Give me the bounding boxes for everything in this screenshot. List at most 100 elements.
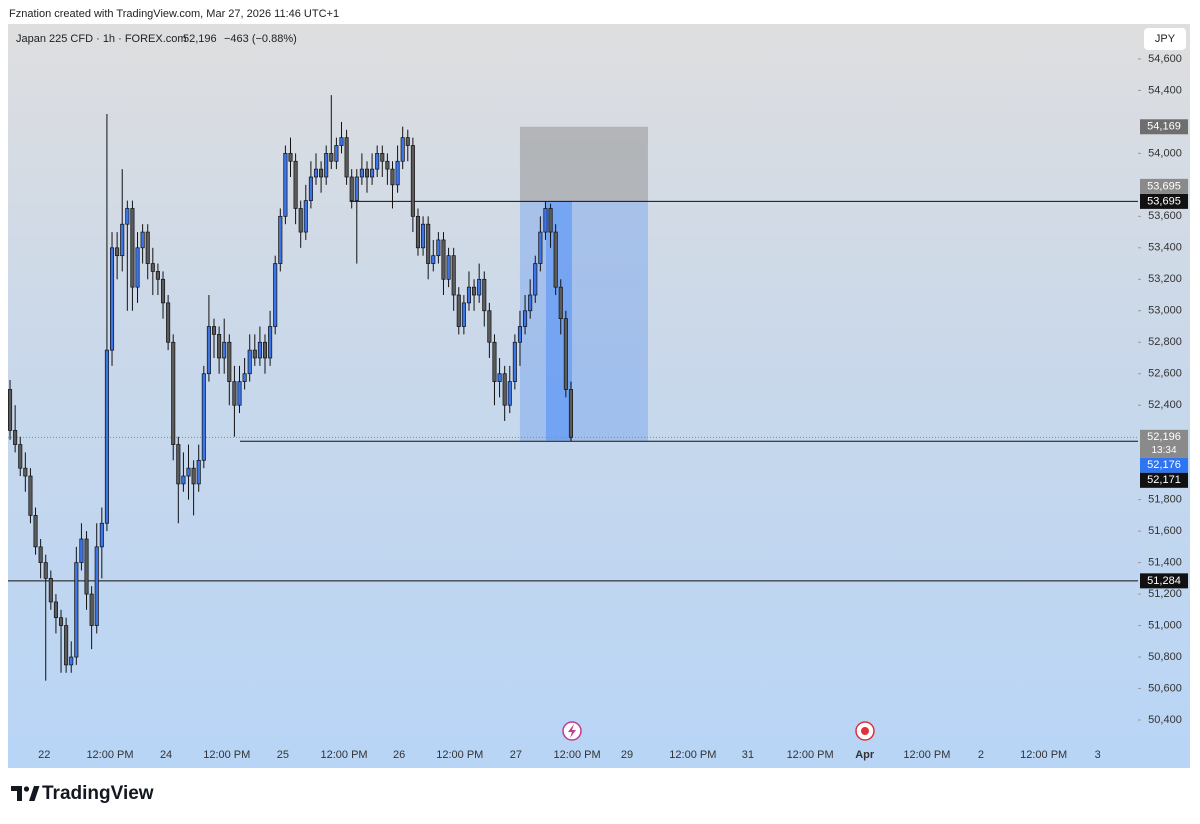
candle-body	[242, 373, 247, 382]
x-tick-label: 25	[277, 749, 289, 761]
candle-body	[395, 160, 400, 186]
candle-body	[130, 208, 135, 288]
candle-body	[308, 176, 313, 201]
currency[interactable]: JPY	[1155, 33, 1176, 45]
price-label: 54,169	[1147, 121, 1181, 133]
candle-body	[446, 255, 451, 280]
event-icon[interactable]	[855, 721, 875, 741]
candle-body	[456, 294, 461, 327]
candle-body	[334, 145, 339, 162]
candle-body	[28, 475, 33, 516]
candle-body	[288, 153, 293, 162]
candle-body	[421, 223, 426, 249]
candle-body	[319, 168, 324, 178]
candle-body	[466, 286, 472, 304]
candle-body	[38, 546, 43, 563]
y-tick-label: 50,800	[1148, 651, 1182, 663]
candle-body	[477, 278, 482, 296]
candle-body	[370, 168, 375, 178]
candle-body	[405, 137, 410, 146]
candle-body	[53, 601, 58, 619]
brand-logo	[11, 786, 40, 801]
candle-body	[217, 334, 222, 359]
candle-body	[472, 286, 477, 296]
y-tick-label: 53,400	[1148, 242, 1182, 254]
candle-body	[344, 137, 349, 178]
x-tick-label: 12:00 PM	[436, 749, 483, 761]
candle-body	[548, 208, 553, 233]
candle-body	[23, 467, 28, 477]
price-label-box	[1140, 472, 1188, 488]
candle-body	[497, 373, 502, 382]
y-tick-label: 50,400	[1148, 714, 1182, 726]
candle-body	[563, 318, 568, 390]
price-label: 53,695	[1147, 195, 1181, 207]
candle-body	[89, 593, 94, 626]
candle-body	[104, 349, 109, 524]
x-tick-label: 27	[510, 749, 522, 761]
price-label-box	[1140, 178, 1188, 194]
y-tick-label: 54,000	[1148, 147, 1182, 159]
candle-body	[375, 153, 380, 170]
candle-body	[247, 349, 252, 375]
candle-body	[109, 247, 115, 351]
x-tick-label: 12:00 PM	[203, 749, 250, 761]
y-tick-label: 52,400	[1148, 399, 1182, 411]
candle-body	[512, 341, 517, 382]
candle-body	[339, 137, 344, 146]
y-tick-label: 53,000	[1148, 305, 1182, 317]
candle-body	[13, 430, 18, 445]
price-countdown: 13:34	[1151, 445, 1176, 456]
candle-body	[99, 522, 104, 548]
candle-body	[502, 373, 507, 406]
candle-body	[354, 176, 359, 201]
candle-body	[349, 176, 354, 201]
candle-body	[507, 381, 512, 406]
candle-body	[262, 341, 268, 359]
x-tick-label: 29	[621, 749, 633, 761]
candle-body	[273, 263, 278, 327]
legend-change: −463 (−0.88%)	[224, 33, 297, 45]
price-label-box	[1140, 193, 1188, 209]
candle-body	[528, 294, 533, 312]
y-tick-label: 51,800	[1148, 494, 1182, 506]
candle-body	[482, 278, 487, 312]
currency-box[interactable]	[1144, 28, 1186, 50]
candle-body	[415, 215, 421, 249]
x-tick-label: 3	[1095, 749, 1101, 761]
candle-body	[492, 341, 497, 382]
price-label: 52,171	[1147, 474, 1181, 486]
candle-body	[43, 562, 48, 579]
candle-body	[268, 326, 273, 359]
y-tick-label: 52,800	[1148, 336, 1182, 348]
candle-body	[538, 231, 543, 264]
y-tick-label: 51,000	[1148, 619, 1182, 631]
candle-body	[166, 302, 171, 343]
position-stop-zone	[519, 126, 648, 202]
price-label-box	[1140, 119, 1188, 135]
candle-body	[191, 467, 196, 485]
event-icon[interactable]	[562, 721, 582, 741]
price-label: 52,176	[1147, 459, 1181, 471]
candle-body	[206, 326, 211, 375]
candle-body	[64, 625, 69, 666]
candle-body	[186, 467, 191, 477]
candle-body	[359, 168, 364, 178]
plot: 54,600 54,400 54,000 53,600 53,400 53,200 53,0…	[8, 53, 1188, 761]
candle-body	[120, 223, 125, 257]
candle-body	[487, 310, 492, 343]
candle-body	[517, 326, 523, 343]
candle-body	[385, 160, 390, 170]
candle-body	[115, 247, 120, 257]
candle-body	[252, 349, 257, 359]
position-filled-zone	[545, 201, 572, 441]
candle-body	[431, 255, 436, 264]
candle-body	[436, 239, 441, 257]
candle-body	[33, 515, 38, 548]
x-tick-label: 12:00 PM	[787, 749, 834, 761]
candle-body	[257, 341, 262, 359]
price-label: 53,695	[1147, 180, 1181, 192]
x-tick-label: 12:00 PM	[320, 749, 367, 761]
